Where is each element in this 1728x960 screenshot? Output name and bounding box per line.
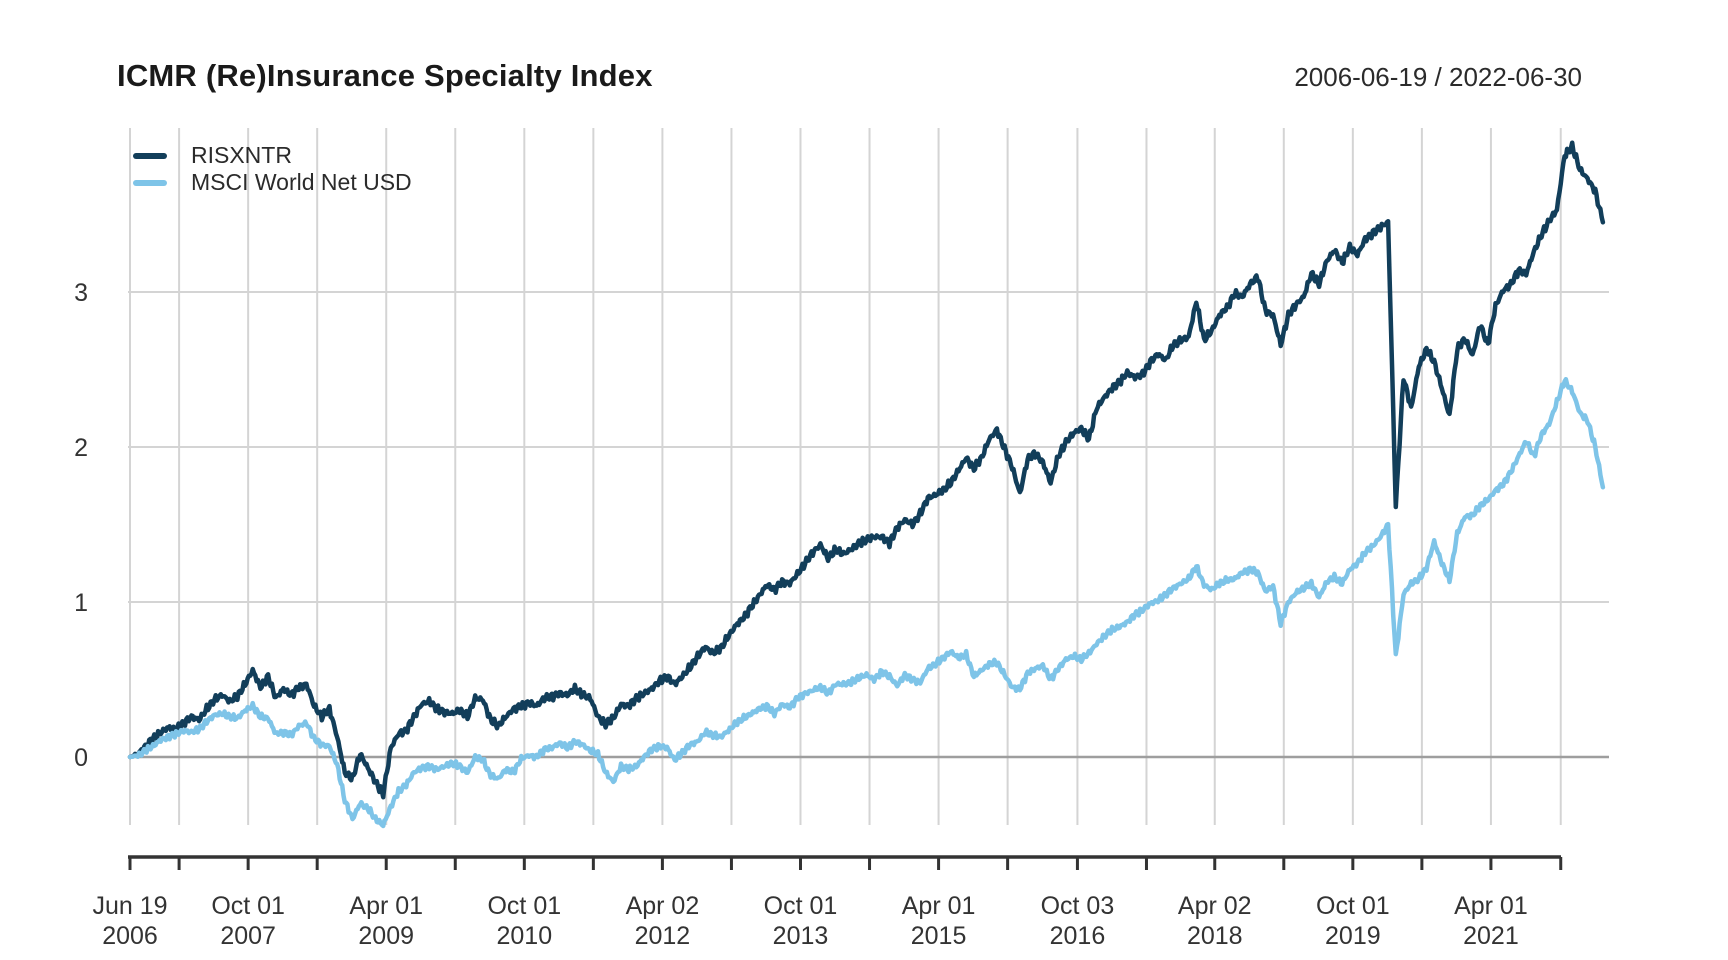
x-tick-label-date: Apr 02 xyxy=(626,892,700,920)
x-gridlines xyxy=(129,128,1562,825)
y-tick-label: 0 xyxy=(74,744,88,772)
y-tick-labels: 0 1 2 3 xyxy=(74,279,88,772)
x-tick-label-date: Apr 02 xyxy=(1178,892,1252,920)
legend-row-msci: MSCI World Net USD xyxy=(133,169,412,196)
x-tick-label-year: 2010 xyxy=(497,922,553,950)
x-tick-label-year: 2009 xyxy=(358,922,414,950)
msci-line-swatch-icon xyxy=(133,179,167,186)
chart-title: ICMR (Re)Insurance Specialty Index xyxy=(117,58,653,93)
x-tick-label-date: Jun 19 xyxy=(92,892,167,920)
series-line-risxntr xyxy=(127,140,1606,800)
legend-label-risxntr: RISXNTR xyxy=(191,142,292,168)
y-tick-label: 1 xyxy=(74,589,88,617)
date-range-label: 2006-06-19 / 2022-06-30 xyxy=(1294,62,1582,92)
x-tick-label-year: 2018 xyxy=(1187,922,1243,950)
x-tick-label-year: 2007 xyxy=(220,922,276,950)
x-tick-label-year: 2019 xyxy=(1325,922,1381,950)
x-tick-label-date: Oct 01 xyxy=(764,892,838,920)
x-tick-label-year: 2006 xyxy=(102,922,158,950)
x-tick-label-date: Apr 01 xyxy=(1454,892,1528,920)
series-line-msci-world-net-usd xyxy=(127,376,1606,829)
x-tick-label-date: Oct 03 xyxy=(1041,892,1115,920)
x-tick-label-date: Apr 01 xyxy=(902,892,976,920)
x-tick-label-year: 2013 xyxy=(773,922,829,950)
x-tick-label-date: Oct 01 xyxy=(1316,892,1390,920)
y-gridlines xyxy=(128,291,1609,759)
y-tick-label: 3 xyxy=(74,279,88,307)
x-tick-label-date: Oct 01 xyxy=(211,892,285,920)
x-tick-label-year: 2012 xyxy=(635,922,691,950)
x-tick-label-date: Apr 01 xyxy=(349,892,423,920)
legend-label-msci: MSCI World Net USD xyxy=(191,169,412,195)
x-axis xyxy=(128,855,1563,870)
x-tick-label-year: 2021 xyxy=(1463,922,1519,950)
x-tick-label-date: Oct 01 xyxy=(487,892,561,920)
legend-row-risxntr: RISXNTR xyxy=(133,142,412,169)
y-tick-label: 2 xyxy=(74,434,88,462)
legend: RISXNTR MSCI World Net USD xyxy=(133,142,412,196)
risxntr-line-swatch-icon xyxy=(133,152,167,159)
x-tick-label-year: 2015 xyxy=(911,922,967,950)
x-tick-label-year: 2016 xyxy=(1050,922,1106,950)
